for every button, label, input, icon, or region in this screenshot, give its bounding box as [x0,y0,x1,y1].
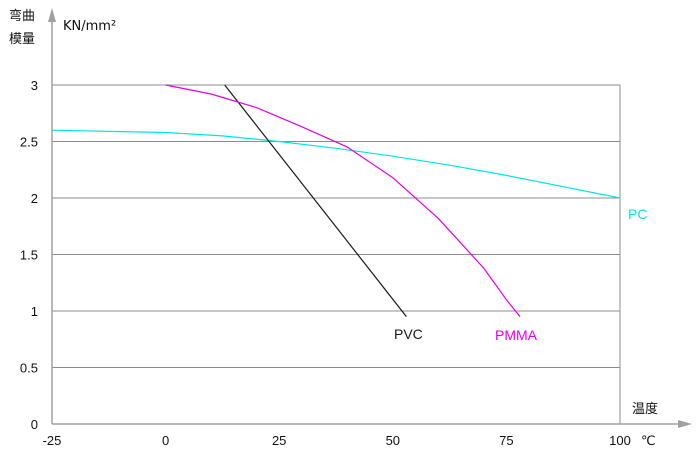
y-tick-label: 0.5 [20,361,38,376]
series-lines [51,84,621,317]
x-tick-label: 0 [162,433,169,448]
y-tick-label: 3 [31,78,38,93]
x-tick-label: 100 [609,433,631,448]
series-line-pmma [165,84,521,317]
series-label-pvc: PVC [394,326,423,342]
x-axis-arrow [678,420,692,428]
y-tick-label: 2 [31,191,38,206]
x-tick-label: 75 [499,433,513,448]
series-label-pmma: PMMA [495,327,538,343]
x-tick-label: -25 [43,433,62,448]
tick-labels: 0 0.5 1 1.5 2 2.5 3 -25 0 25 50 75 100 [20,78,631,448]
series-line-pvc [224,84,407,317]
series-labels: PC PVC PMMA [394,206,647,343]
series-label-pc: PC [628,206,647,222]
y-axis-unit: KN/mm² [63,19,116,34]
x-axis-unit: ℃ [641,434,656,449]
x-axis-label: 温度 [632,401,658,417]
y-axis-label-line2: 模量 [9,32,35,47]
y-axis-arrow [48,8,56,22]
axes [48,8,692,428]
y-axis-label-line1: 弯曲 [9,8,35,24]
series-line-pc [51,129,621,199]
y-tick-label: 1.5 [20,248,38,263]
y-tick-label: 1 [31,304,38,319]
grid [52,84,621,424]
x-tick-label: 50 [386,433,400,448]
y-tick-label: 0 [31,417,38,432]
y-tick-label: 2.5 [20,135,38,150]
x-tick-label: 25 [272,433,286,448]
